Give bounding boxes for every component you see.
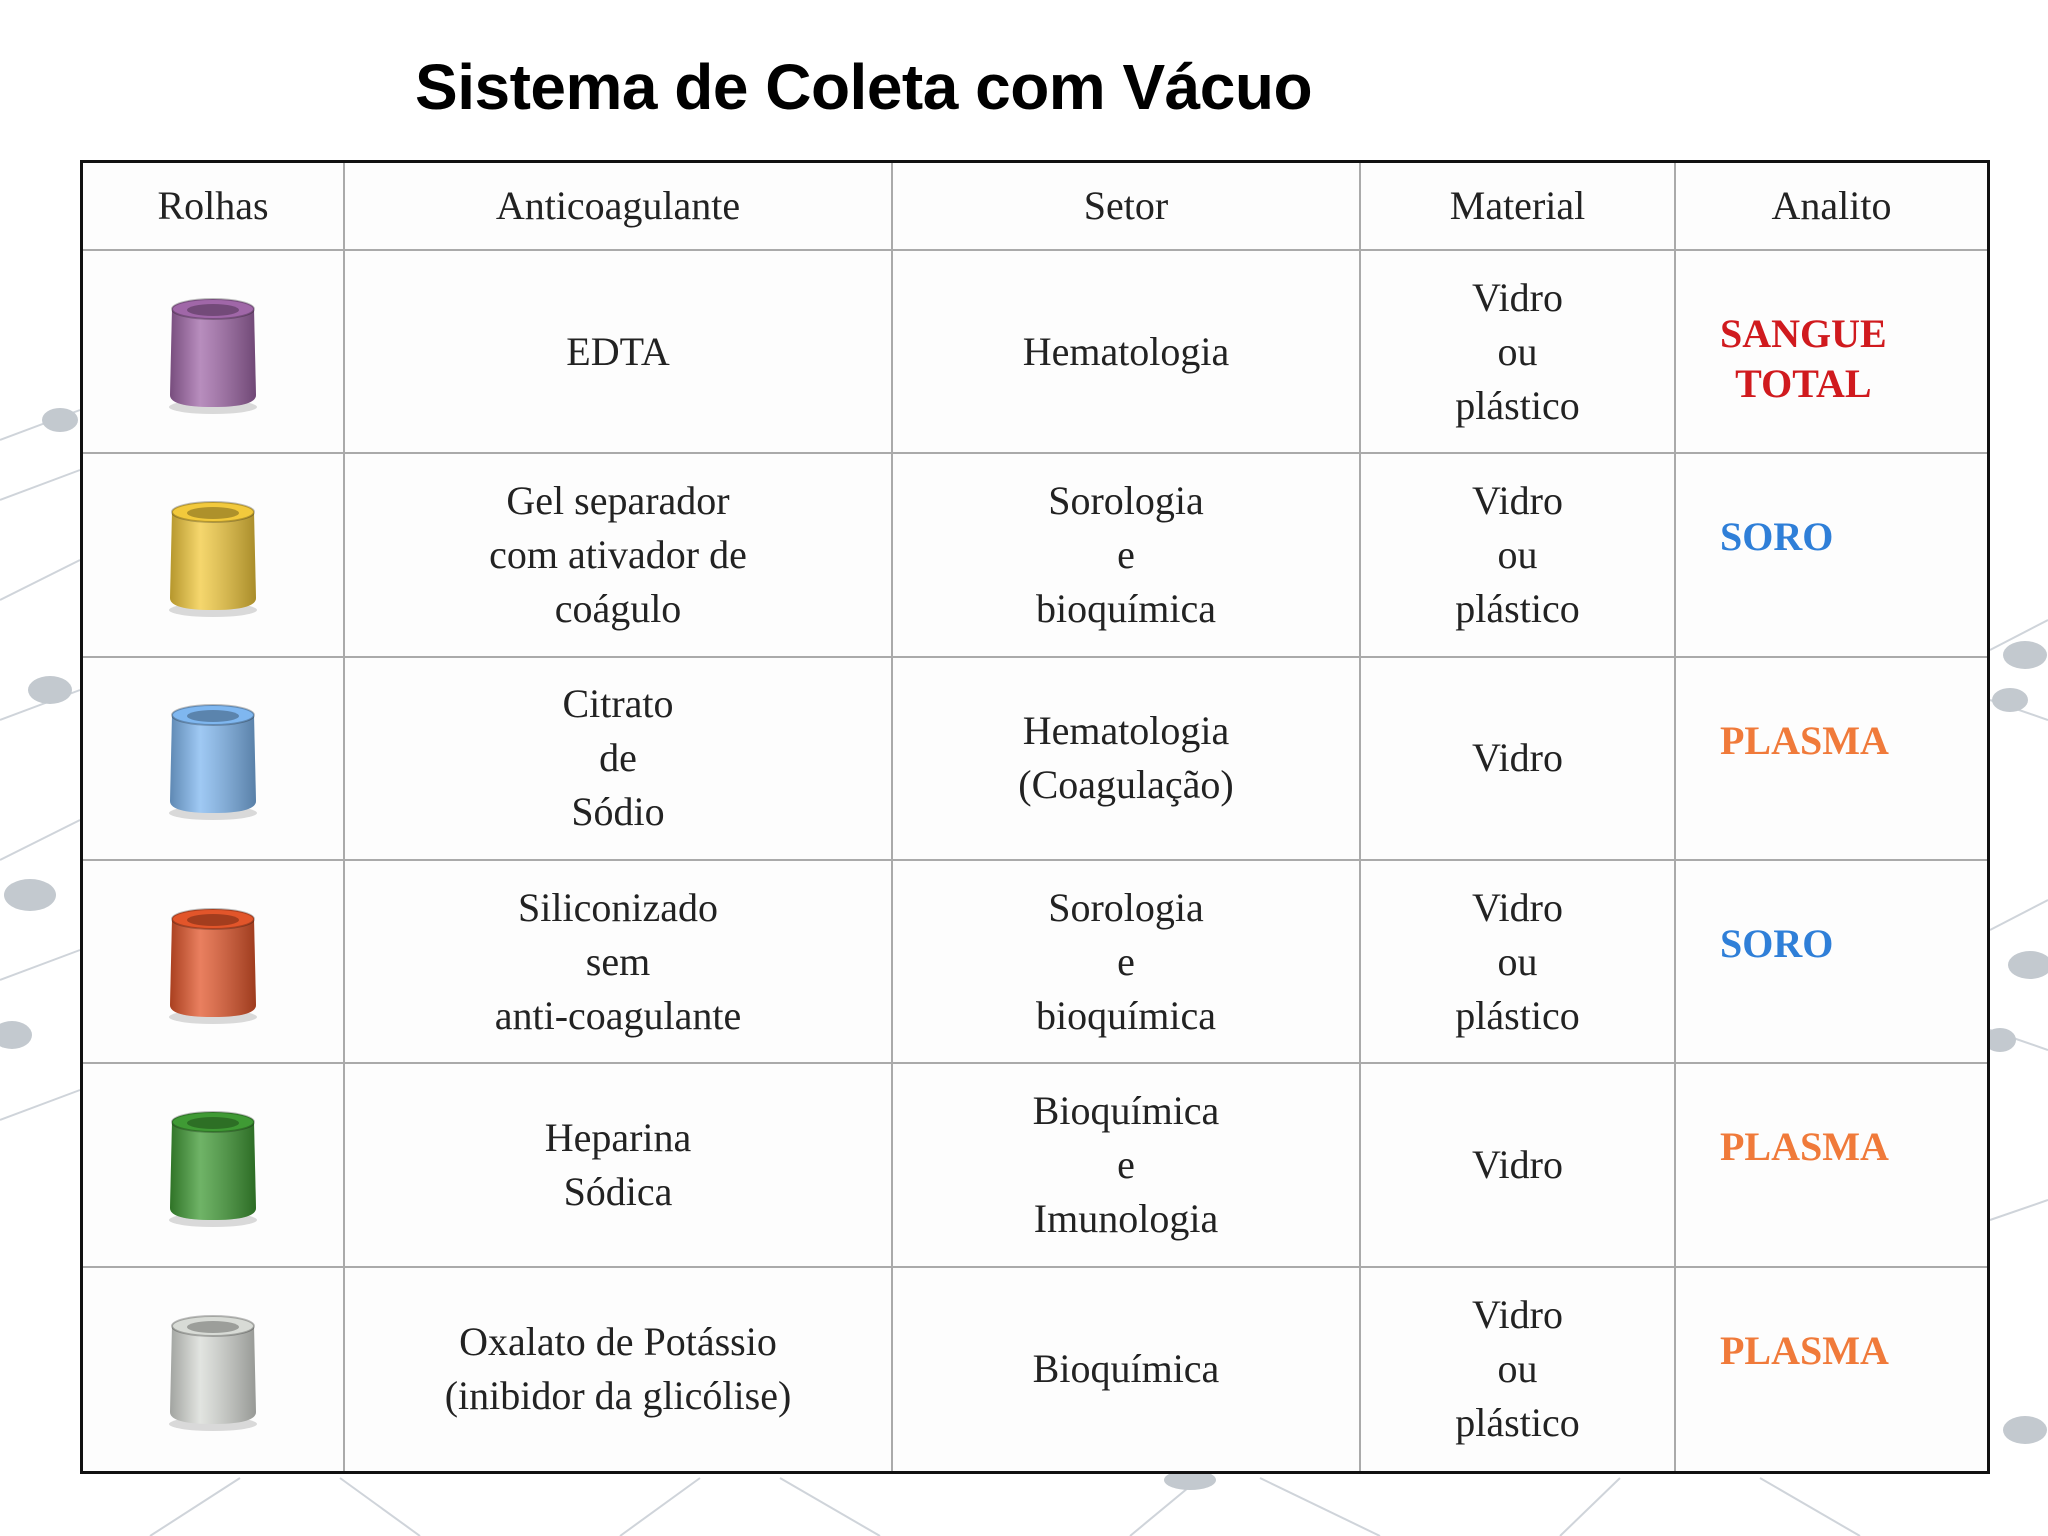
tube-cap-cell (83, 454, 345, 658)
setor-cell: Bioquímica (893, 1267, 1361, 1471)
tube-cap-cell (83, 860, 345, 1065)
header-anticoagulante: Anticoagulante (345, 163, 893, 251)
setor-cell: Sorologia e bioquímica (893, 860, 1361, 1065)
analito-cell: PLASMA (1720, 1327, 1889, 1373)
collection-table: Rolhas Anticoagulante Setor Material Ana… (80, 160, 1990, 1474)
tube-cap-icon (169, 1315, 257, 1432)
tube-cap-icon (169, 907, 257, 1024)
tube-cap-icon (169, 297, 257, 414)
anticoagulante-cell: Siliconizado sem anti-coagulante (345, 860, 893, 1065)
analito-cell: PLASMA (1676, 658, 1987, 861)
anticoagulante-cell: EDTA (345, 251, 893, 455)
tube-cap-icon (169, 1110, 257, 1227)
tube-cap-icon (169, 704, 257, 821)
material-cell: Vidro ou plástico (1361, 454, 1676, 658)
header-setor: Setor (893, 163, 1361, 251)
tube-cap-icon (169, 500, 257, 617)
material-cell: Vidro (1361, 1064, 1676, 1268)
setor-cell: Hematologia (Coagulação) (893, 657, 1361, 861)
setor-cell: Bioquímica e Imunologia (893, 1064, 1361, 1268)
material-cell: Vidro ou plástico (1361, 1267, 1676, 1471)
header-rolhas: Rolhas (83, 163, 345, 251)
setor-cell: Sorologia e bioquímica (893, 454, 1361, 658)
tube-cap-cell (83, 1267, 345, 1471)
material-cell: Vidro ou plástico (1361, 251, 1676, 455)
anticoagulante-cell: Oxalato de Potássio (inibidor da glicóli… (345, 1267, 893, 1471)
anticoagulante-cell: Heparina Sódica (345, 1064, 893, 1268)
anticoagulante-cell: Citrato de Sódio (345, 657, 893, 861)
analito-cell: SANGUE TOTAL (1676, 251, 1987, 455)
tube-cap-cell (83, 251, 345, 455)
analito-cell: SORO (1676, 861, 1987, 1065)
material-cell: Vidro (1361, 657, 1676, 861)
anticoagulante-cell: Gel separador com ativador de coágulo (345, 454, 893, 658)
page-title: Sistema de Coleta com Vácuo (415, 51, 1313, 123)
material-cell: Vidro ou plástico (1361, 860, 1676, 1065)
analito-cell: PLASMA (1676, 1064, 1987, 1268)
tube-cap-cell (83, 1064, 345, 1268)
header-analito: Analito (1676, 163, 1987, 251)
setor-cell: Hematologia (893, 251, 1361, 455)
tube-cap-cell (83, 657, 345, 861)
header-material: Material (1361, 163, 1676, 251)
analito-cell: SORO (1676, 454, 1987, 658)
